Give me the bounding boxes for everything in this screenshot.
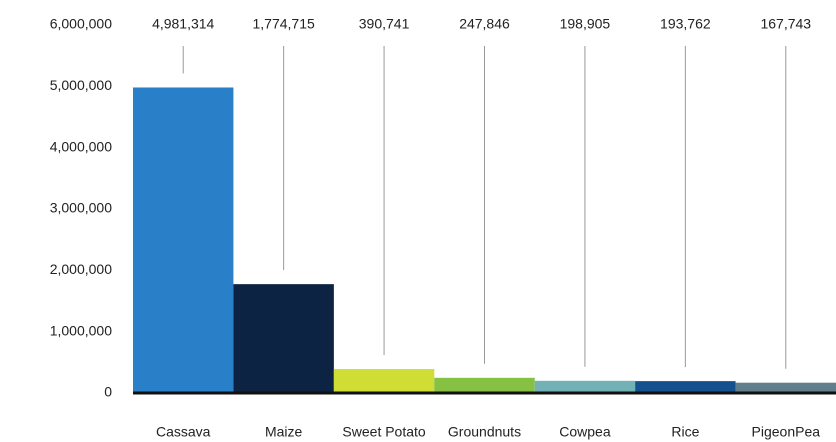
x-tick-label: Rice <box>671 424 699 440</box>
value-label: 4,981,314 <box>152 16 214 32</box>
y-tick-label: 0 <box>104 384 112 400</box>
y-tick-label: 3,000,000 <box>50 200 112 216</box>
x-tick-label: PigeonPea <box>752 424 821 440</box>
y-tick-label: 1,000,000 <box>50 322 112 338</box>
x-tick-label: Cowpea <box>559 424 611 440</box>
y-tick-label: 5,000,000 <box>50 77 112 93</box>
value-label: 1,774,715 <box>252 16 314 32</box>
y-tick-label: 2,000,000 <box>50 261 112 277</box>
x-tick-label: Groundnuts <box>448 424 521 440</box>
bar <box>233 284 334 393</box>
value-label: 193,762 <box>660 16 711 32</box>
y-tick-label: 4,000,000 <box>50 138 112 154</box>
bar <box>735 382 836 393</box>
bar <box>434 377 535 393</box>
y-tick-label: 6,000,000 <box>50 16 112 32</box>
value-label: 198,905 <box>560 16 611 32</box>
value-label: 247,846 <box>459 16 510 32</box>
bar <box>133 87 234 394</box>
x-tick-label: Sweet Potato <box>342 424 425 440</box>
x-tick-label: Cassava <box>156 424 211 440</box>
value-label: 390,741 <box>359 16 410 32</box>
bar <box>534 380 636 393</box>
value-label: 167,743 <box>760 16 811 32</box>
x-tick-label: Maize <box>265 424 303 440</box>
bar <box>635 381 736 393</box>
bar <box>333 369 435 393</box>
